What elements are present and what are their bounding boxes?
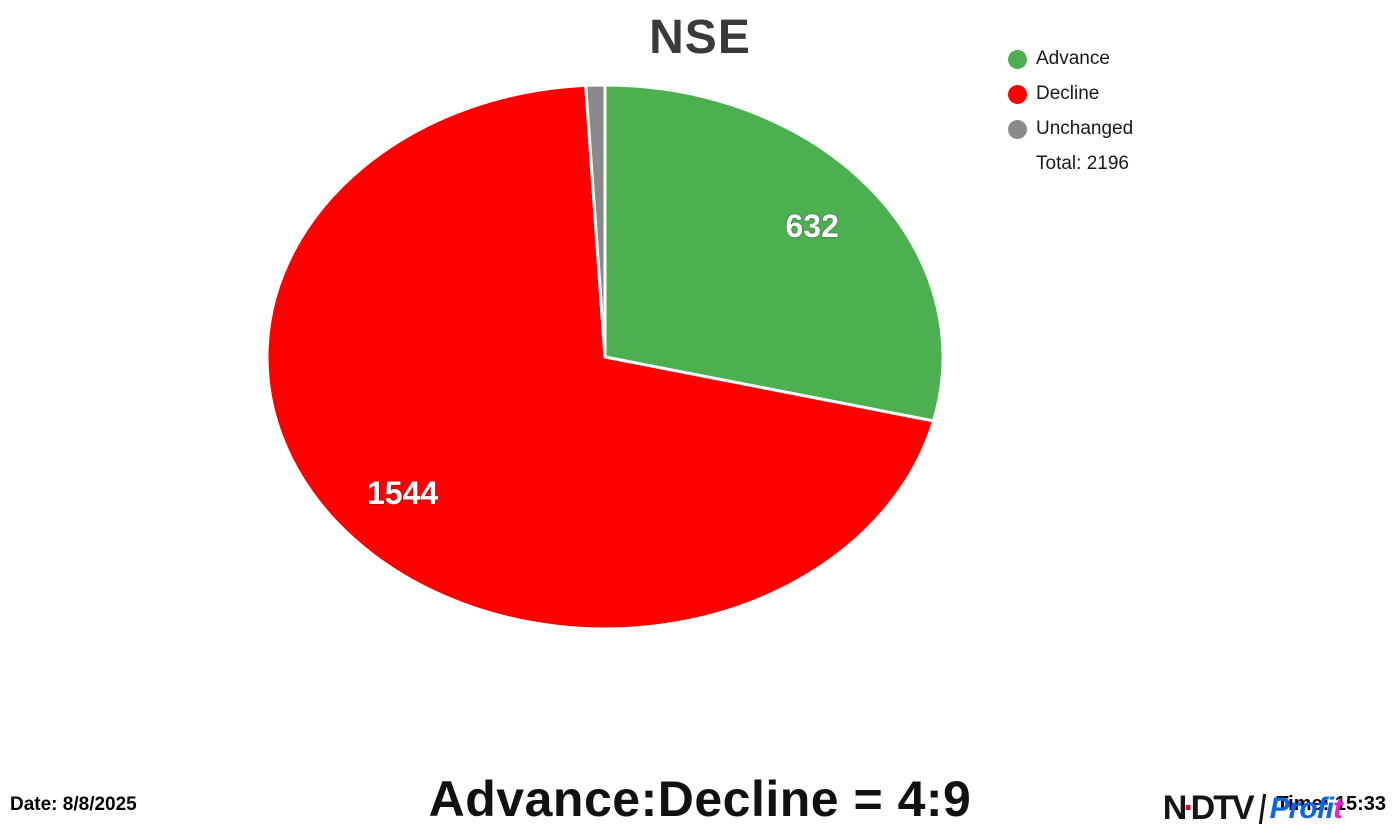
chart-legend: Advance Decline Unchanged Total: 2196: [1008, 48, 1133, 175]
decline-color-dot-icon: [1008, 84, 1027, 104]
legend-item-advance: Advance: [1008, 48, 1133, 70]
pie-slice-unchanged: [584, 83, 607, 359]
legend-item-unchanged: Unchanged: [1008, 118, 1133, 140]
ndtv-profit-logo: N·DTV Profit: [1162, 789, 1343, 828]
legend-total: Total: 2196: [1036, 153, 1129, 174]
advance-color-dot-icon: [1008, 49, 1027, 69]
unchanged-color-dot-icon: [1008, 119, 1027, 139]
ndtv-red-dot-icon: ·: [1183, 789, 1194, 827]
ndtv-logo-text: N·DTV: [1162, 789, 1255, 827]
advance-decline-ratio: Advance:Decline = 4:9: [428, 771, 972, 827]
pie-slice-advance: [603, 83, 945, 423]
slice-value-label-decline: 1544: [367, 475, 438, 511]
time-label: Time: 15:33: [1276, 793, 1386, 815]
pie-slice-decline: [265, 83, 935, 631]
legend-label-decline: Decline: [1036, 83, 1100, 104]
profit-logo-text: Profit: [1269, 791, 1343, 825]
slice-value-label-advance: 632: [786, 208, 839, 244]
legend-item-decline: Decline: [1008, 83, 1133, 105]
legend-label-unchanged: Unchanged: [1036, 118, 1134, 139]
pie-chart: 632 1544: [265, 83, 945, 631]
date-label: Date: 8/8/2025: [10, 794, 137, 815]
legend-label-advance: Advance: [1036, 48, 1110, 69]
logo-separator: [1258, 793, 1266, 824]
chart-title: NSE: [649, 11, 751, 64]
